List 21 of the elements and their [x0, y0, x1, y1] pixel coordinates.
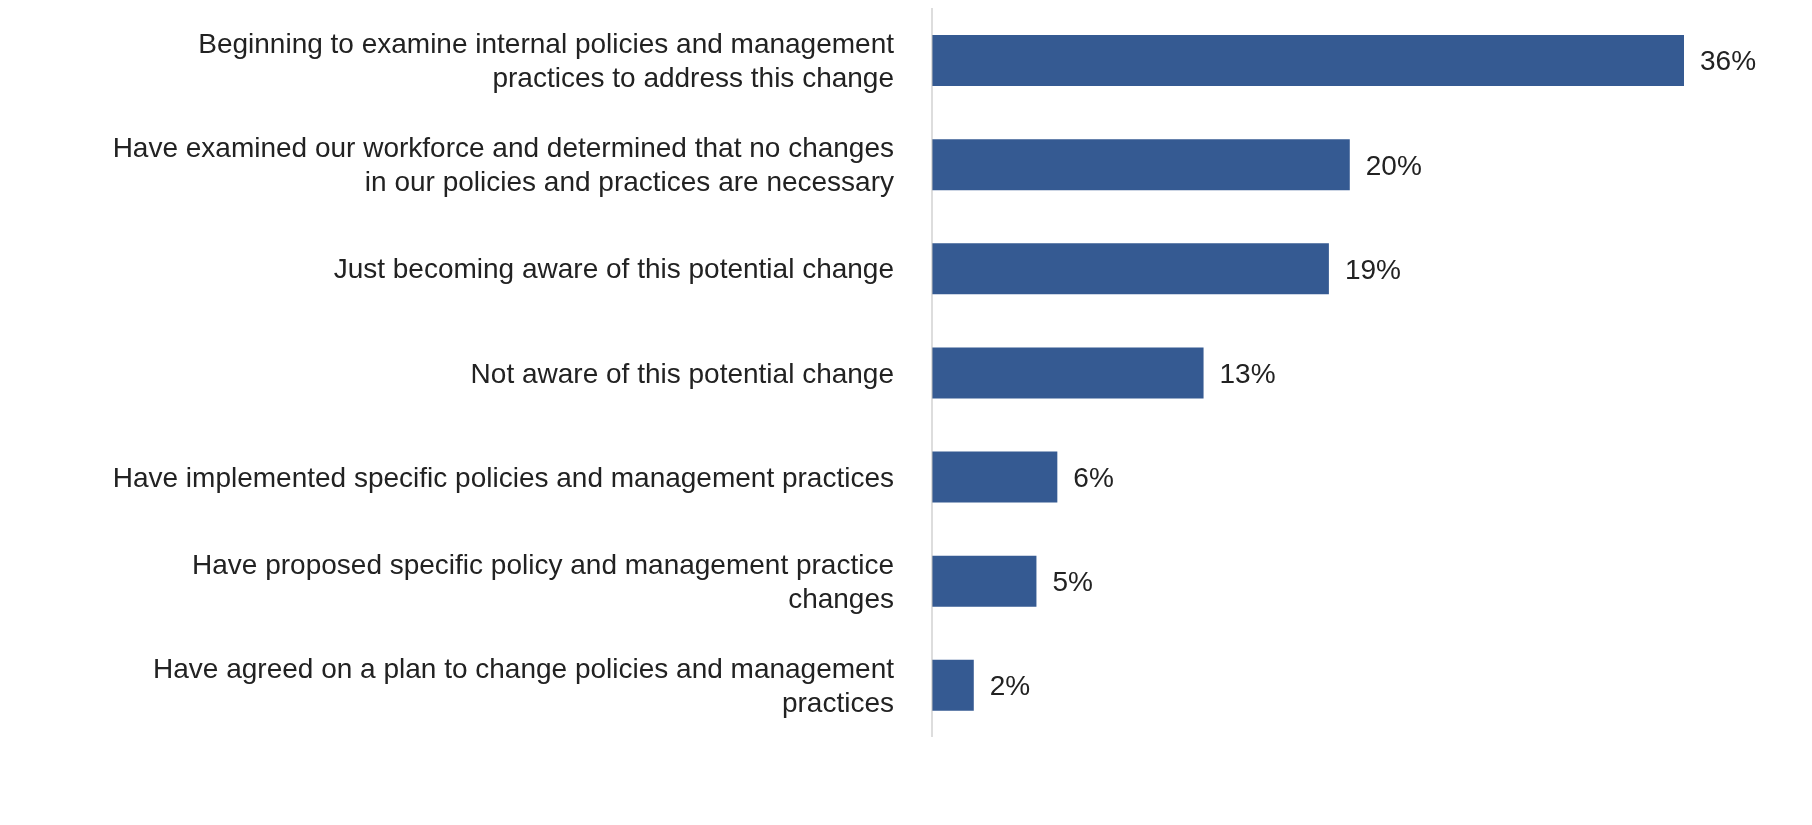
y-tick-label: Just becoming aware of this potential change	[333, 252, 894, 284]
y-tick-label: Have agreed on a plan to change policies and management practices	[153, 652, 895, 718]
y-tick-label: Have implemented specific policies and management practices	[112, 461, 894, 493]
data-label: 2%	[989, 670, 1031, 702]
bar	[932, 555, 1037, 607]
data-label: 19%	[1344, 253, 1401, 285]
y-tick-label: Have examined our workforce and determined that no changes in our policies and practices are necessary	[112, 131, 894, 197]
bar	[932, 347, 1204, 399]
data-label: 5%	[1052, 566, 1093, 598]
y-tick-label: Have proposed specific policy and management practice changes	[192, 548, 894, 614]
bar	[932, 139, 1350, 191]
bar	[932, 243, 1329, 295]
y-tick-label: Not aware of this potential change	[470, 357, 894, 388]
bar	[932, 659, 974, 711]
bar	[932, 35, 1684, 86]
y-tick-label: Beginning to examine internal policies and management practices to address this change	[198, 27, 895, 93]
data-label: 13%	[1219, 357, 1276, 389]
data-label: 20%	[1365, 149, 1422, 181]
data-label: 36%	[1700, 45, 1757, 77]
data-label: 6%	[1073, 462, 1114, 494]
bar	[932, 451, 1058, 503]
